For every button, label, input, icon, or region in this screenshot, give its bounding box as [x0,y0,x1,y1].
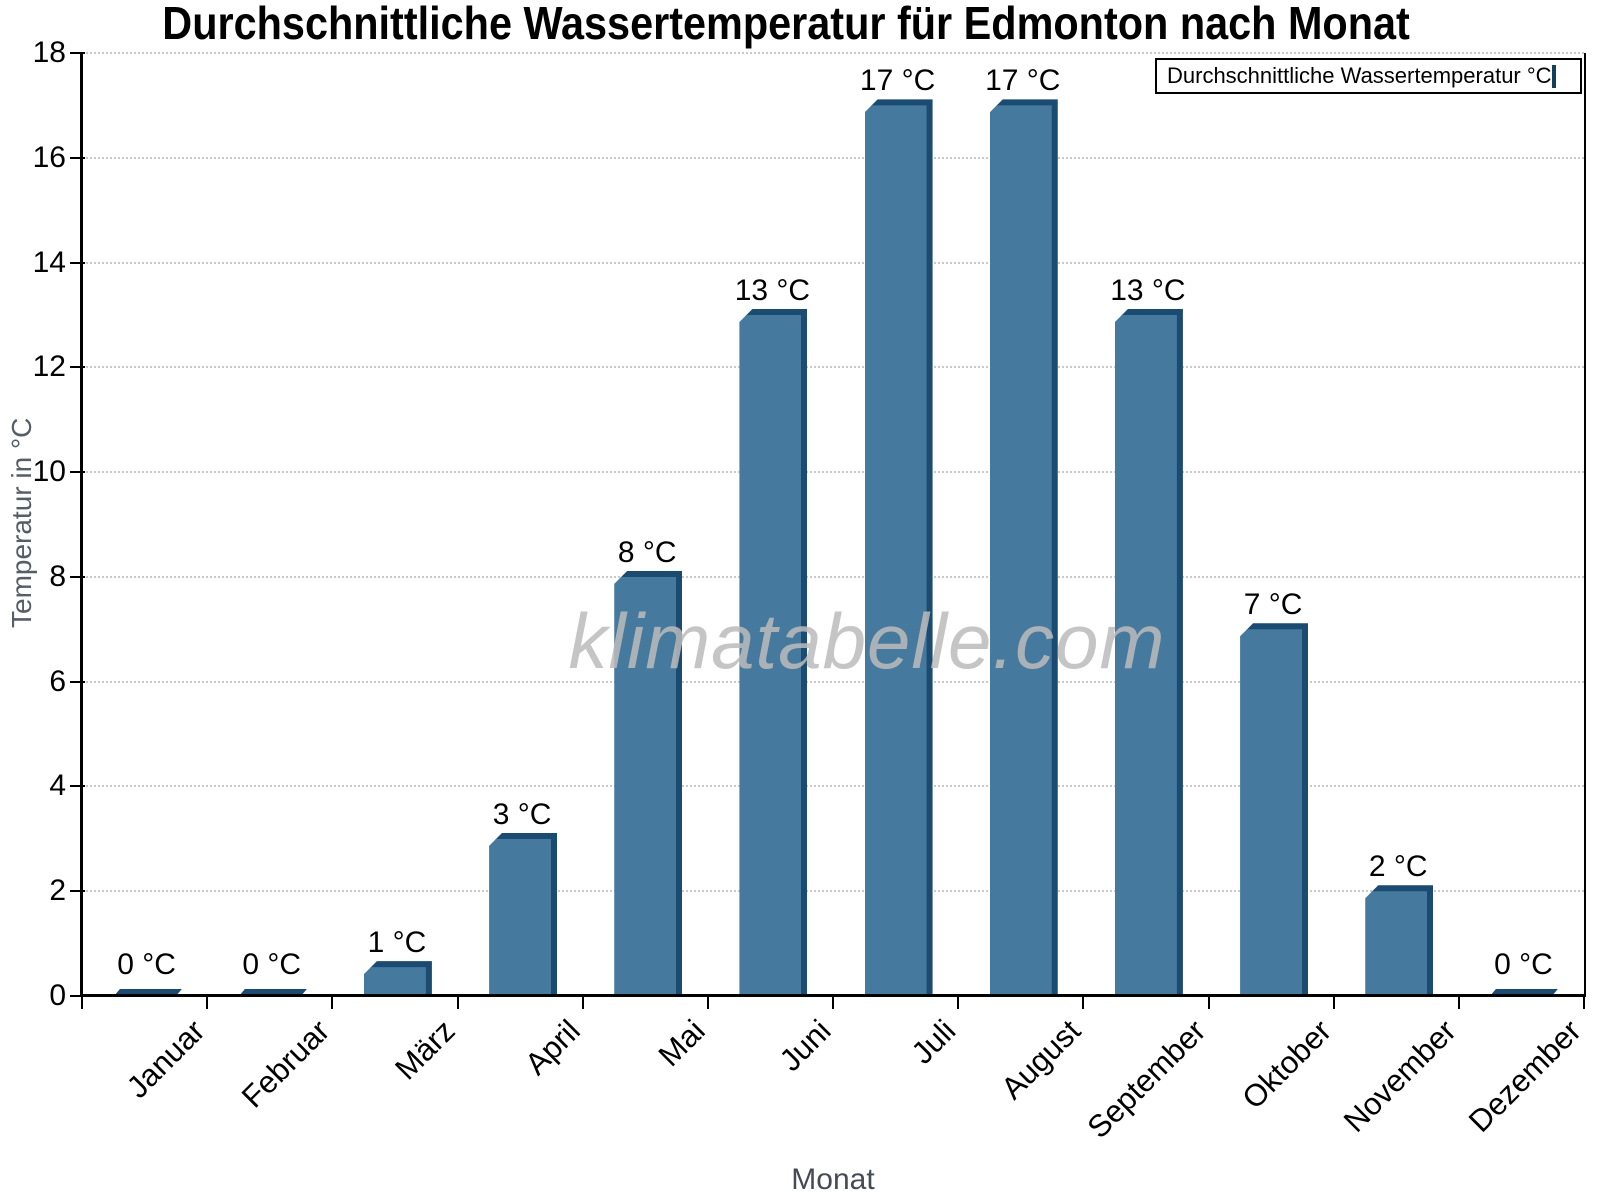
bar-face [489,838,552,996]
x-tick [581,996,584,1009]
x-tick [957,996,960,1009]
x-tick [456,996,459,1009]
y-tick-label: 14 [32,245,66,279]
bar-face [989,105,1052,996]
gridline [82,680,1584,683]
x-tick-label: April [518,1013,587,1082]
bar-value-label: 1 °C [367,926,427,960]
bar-face [1240,629,1303,996]
bar-value-label: 2 °C [1368,850,1428,884]
gridline [82,785,1584,788]
plot-right-border [1584,53,1586,996]
bar [739,308,808,996]
y-tick [70,366,85,369]
x-tick-label: November [1337,1013,1463,1139]
bar [1114,308,1183,996]
x-tick [1207,996,1210,1009]
x-tick [1583,996,1585,1009]
bar-value-label: 13 °C [1110,273,1186,307]
y-axis-line [80,53,83,996]
y-tick [70,995,85,997]
bar-value-label: 17 °C [985,64,1061,98]
y-tick [70,785,85,788]
bar [864,99,933,996]
gridline [82,156,1584,159]
y-tick-label: 6 [49,664,66,698]
bar-value-label: 0 °C [1494,948,1553,981]
gridline [82,471,1584,474]
legend-label: Durchschnittliche Wassertemperatur °C [1167,63,1552,88]
bar-face [614,576,677,996]
bar-value-label: 7 °C [1243,588,1303,622]
y-axis-title: Temperatur in °C [6,417,37,628]
x-tick-label: Juli [904,1013,963,1071]
y-tick [70,680,85,683]
bar-face [864,105,927,996]
y-tick-label: 8 [49,559,66,593]
x-tick [1332,996,1335,1009]
bar-value-label: 13 °C [734,273,811,307]
bar-value-label: 8 °C [617,535,677,569]
plot-area: klimatabelle.com 0 °C 0 °C 1 °C 3 °C 8 °C 13 … [82,52,1584,996]
legend: Durchschnittliche Wassertemperatur °C [1155,58,1582,94]
x-tick [1457,996,1460,1009]
x-tick-label: Januar [119,1013,212,1105]
bar-face [1365,891,1428,996]
bar [363,961,432,996]
y-tick [70,52,85,54]
x-tick-label: März [388,1013,462,1087]
gridline [82,261,1584,264]
y-tick-label: 18 [32,36,66,69]
bar-face [739,314,802,996]
y-tick [70,471,85,474]
x-tick-label: Mai [651,1013,712,1074]
y-tick-label: 4 [49,769,66,803]
bar [489,832,558,996]
x-tick-label: Oktober [1235,1013,1338,1116]
bar [989,99,1058,996]
x-tick-label: Februar [234,1013,337,1115]
x-tick [206,996,209,1009]
x-axis-title: Monat [791,1163,875,1196]
gridline [82,575,1584,578]
x-tick-label: September [1080,1013,1213,1145]
bar [614,570,683,996]
chart-title-text: Durchschnittliche Wassertemperatur für E… [162,0,1410,49]
bar-face [1114,314,1177,996]
bar-face [363,967,426,996]
x-tick-label: Dezember [1462,1013,1589,1139]
bar-value-label: 17 °C [859,64,936,98]
x-tick [331,996,334,1009]
y-tick [70,261,85,264]
y-tick [70,156,85,159]
bar-value-label: 3 °C [492,797,552,831]
y-tick [70,575,85,578]
x-axis-line [80,994,1586,997]
y-tick-label: 16 [32,140,66,174]
watermark: klimatabelle.com [568,597,1166,685]
x-tick-label: Juni [772,1013,838,1078]
bar-value-label: 0 °C [117,948,176,981]
y-tick-label: 10 [32,455,66,489]
gridline [82,890,1584,893]
x-tick-label: August [994,1013,1088,1106]
chart-title: Durchschnittliche Wassertemperatur für E… [0,0,1572,50]
x-tick [706,996,709,1009]
y-tick-label: 2 [49,874,66,908]
x-tick [81,996,83,1009]
y-tick-label: 12 [32,350,66,384]
gridline [82,366,1584,369]
bar [1365,885,1434,996]
x-tick [832,996,834,1009]
bar [1240,623,1309,996]
y-tick-label: 0 [49,979,66,1012]
gridline [82,52,1584,54]
y-tick [70,890,85,893]
bar-value-label: 0 °C [242,948,302,981]
x-tick [1082,996,1085,1009]
legend-swatch-icon [1551,64,1556,88]
